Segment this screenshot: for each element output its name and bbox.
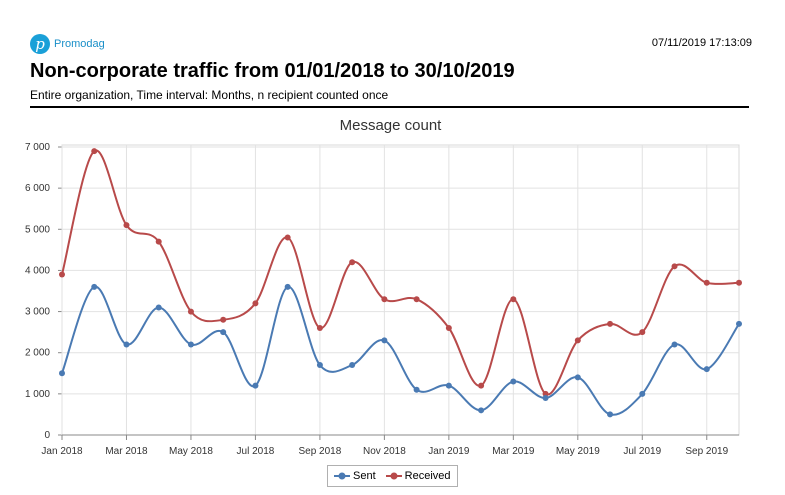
data-point-received (91, 148, 98, 155)
data-point-sent (91, 283, 98, 290)
legend-item-sent[interactable]: Sent (334, 470, 376, 482)
data-point-received (703, 279, 710, 286)
chart-title: Message count (340, 117, 443, 134)
y-tick-label: 3 000 (25, 307, 50, 318)
x-tick-label: Mar 2018 (105, 446, 148, 457)
y-tick-label: 0 (44, 430, 50, 441)
legend-label-received: Received (404, 470, 451, 482)
series-line-sent (61, 285, 740, 416)
x-tick-label: Sep 2019 (685, 446, 728, 457)
data-point-received (510, 296, 517, 303)
data-point-received (252, 300, 259, 307)
data-point-sent (413, 386, 420, 393)
data-point-received (187, 308, 194, 315)
message-count-chart: Message count 0 1 000 2 000 3 000 4 000 5 000 6… (25, 117, 742, 457)
y-tick-label: 5 000 (25, 224, 50, 235)
x-tick-label: May 2019 (556, 446, 600, 457)
report-timestamp: 07/11/2019 17:13:09 (651, 37, 752, 49)
data-point-received (220, 316, 227, 323)
received-legend-icon (385, 472, 402, 480)
data-point-sent (607, 411, 614, 418)
data-point-sent (187, 341, 194, 348)
sent-legend-icon (334, 472, 350, 480)
data-point-received (542, 390, 549, 397)
data-point-sent (220, 329, 227, 336)
promodag-logo: p Promodag (30, 34, 105, 54)
data-point-received (316, 325, 323, 332)
data-point-received (413, 296, 420, 303)
data-point-sent (316, 362, 323, 369)
data-point-sent (284, 283, 291, 290)
data-point-received (607, 320, 614, 327)
data-point-received (59, 271, 65, 278)
x-tick-label: Jan 2019 (428, 446, 470, 457)
data-point-sent (123, 341, 130, 348)
y-tick-label: 2 000 (25, 348, 50, 359)
y-tick-label: 4 000 (25, 265, 50, 276)
data-point-received (478, 382, 485, 389)
y-tick-label: 6 000 (25, 183, 50, 194)
data-point-sent (703, 366, 710, 373)
x-tick-label: May 2018 (169, 446, 213, 457)
data-point-sent (510, 378, 517, 385)
data-point-sent (478, 407, 485, 414)
x-tick-label: Sep 2018 (298, 446, 341, 457)
report-title: Non-corporate traffic from 01/01/2018 to… (30, 60, 515, 82)
y-tick-label: 1 000 (25, 389, 50, 400)
data-point-received (574, 337, 581, 344)
data-point-received (639, 329, 646, 336)
header-divider (30, 106, 749, 108)
data-point-received (123, 222, 130, 229)
chart-legend: Sent Received (327, 465, 458, 487)
legend-label-sent: Sent (353, 470, 376, 482)
data-point-sent (671, 341, 678, 348)
data-point-received (284, 234, 291, 241)
y-tick-label: 7 000 (25, 142, 50, 153)
data-point-received (155, 238, 162, 245)
data-point-sent (155, 304, 162, 311)
data-point-received (736, 279, 742, 286)
data-point-received (671, 263, 678, 270)
data-point-sent (381, 337, 388, 344)
data-point-sent (639, 390, 646, 397)
x-tick-label: Nov 2018 (363, 446, 406, 457)
logo-text: Promodag (54, 38, 105, 50)
data-point-received (445, 325, 452, 332)
data-point-sent (445, 382, 452, 389)
data-point-received (381, 296, 388, 303)
x-tick-label: Jan 2018 (41, 446, 83, 457)
data-point-sent (59, 370, 65, 377)
promodag-logo-icon: p (30, 34, 50, 54)
report-subtitle: Entire organization, Time interval: Mont… (30, 88, 389, 102)
data-point-sent (252, 382, 259, 389)
series-line-received (61, 149, 740, 396)
legend-item-received[interactable]: Received (385, 470, 451, 482)
x-tick-label: Jul 2019 (623, 446, 661, 457)
data-point-sent (542, 394, 549, 401)
data-point-sent (574, 374, 581, 381)
data-point-sent (349, 362, 356, 369)
data-point-sent (736, 320, 742, 327)
x-tick-label: Jul 2018 (237, 446, 275, 457)
data-point-received (349, 259, 356, 266)
x-tick-label: Mar 2019 (492, 446, 535, 457)
